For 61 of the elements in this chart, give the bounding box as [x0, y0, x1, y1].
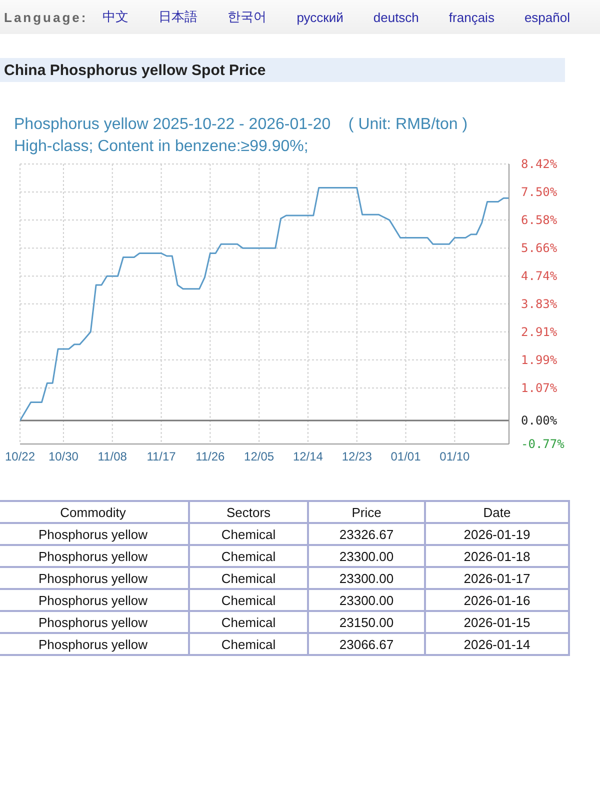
text: 中文 — [102, 8, 129, 26]
text: Price — [308, 501, 425, 523]
line-series — [20, 187, 509, 422]
text: Phosphorus yellow — [0, 523, 189, 545]
text: 23300.00 — [308, 567, 425, 589]
text: 2026-01-16 — [425, 589, 569, 611]
text: 23300.00 — [308, 545, 425, 567]
text: 2026-01-15 — [425, 611, 569, 633]
y-tick-label: 0.00% — [521, 414, 558, 428]
y-tick-label: 4.74% — [521, 269, 558, 284]
text: 2026-01-18 — [425, 545, 569, 567]
y-tick-label: 8.42% — [521, 157, 558, 171]
text: Phosphorus yellow — [0, 567, 189, 589]
text: Phosphorus yellow — [0, 545, 189, 567]
text: 23066.67 — [308, 633, 425, 655]
y-tick-label: -0.77% — [521, 437, 566, 451]
text: Phosphorus yellow — [0, 611, 189, 633]
x-tick-label: 10/22 — [4, 450, 36, 464]
chart-title: Phosphorus yellow 2025-10-22 - 2026-01-20 ( Unit: RMB/ton ) — [14, 116, 469, 134]
text: Language: — [4, 10, 89, 24]
text: 2026-01-19 — [425, 523, 569, 545]
x-tick-label: 10/30 — [48, 450, 79, 464]
text: français — [448, 10, 494, 24]
y-tick-label: 2.91% — [521, 324, 558, 339]
x-tick-label: 12/14 — [292, 450, 324, 464]
text: Chemical — [189, 611, 308, 633]
text: Chemical — [189, 523, 308, 545]
text: 한국어 — [228, 8, 267, 26]
y-tick-label: 1.99% — [521, 352, 558, 367]
text: 日本語 — [158, 8, 198, 26]
text: Chemical — [189, 545, 308, 567]
text: Chemical — [189, 567, 308, 589]
text: 23300.00 — [308, 589, 425, 611]
text: 2026-01-17 — [425, 567, 569, 589]
text: 23150.00 — [308, 611, 425, 633]
text: Commodity — [0, 501, 189, 523]
text: Phosphorus yellow — [0, 589, 189, 611]
x-tick-label: 12/23 — [342, 450, 372, 464]
x-tick-label: 01/10 — [440, 450, 470, 464]
text: 2026-01-14 — [425, 633, 569, 655]
x-tick-label: 11/26 — [196, 450, 226, 464]
text: русский — [296, 10, 344, 24]
text: Chemical — [189, 633, 308, 655]
text: Sectors — [189, 501, 308, 523]
x-tick-label: 01/01 — [390, 450, 422, 464]
x-tick-label: 11/08 — [98, 450, 128, 464]
y-tick-label: 3.83% — [521, 296, 558, 311]
text: China Phosphorus yellow Spot Price — [0, 58, 565, 82]
text: Date — [425, 501, 569, 523]
text: Phosphorus yellow — [0, 633, 189, 655]
chart-subtitle: High-class; Content in benzene:≥99.90%; — [14, 138, 310, 156]
y-tick-label: 1.07% — [521, 380, 558, 395]
x-tick-label: 11/17 — [146, 450, 176, 464]
y-tick-label: 6.58% — [521, 213, 558, 228]
text: Chemical — [189, 589, 308, 611]
x-tick-label: 12/05 — [244, 450, 274, 464]
y-tick-label: 7.50% — [521, 185, 558, 200]
text: deutsch — [373, 10, 419, 24]
text: 23326.67 — [308, 523, 425, 545]
y-tick-label: 5.66% — [521, 241, 558, 256]
text: español — [524, 10, 570, 24]
